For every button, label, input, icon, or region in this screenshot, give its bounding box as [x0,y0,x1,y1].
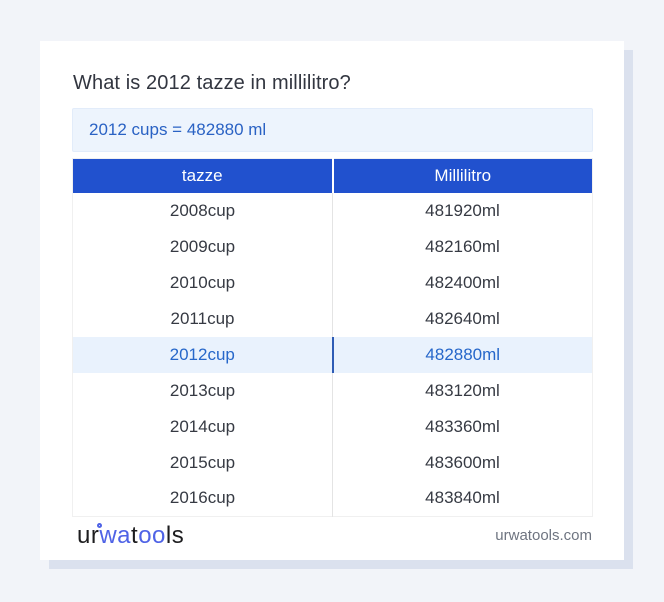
cups-cell: 2012cup [72,336,334,373]
ml-cell: 482640ml [425,308,500,328]
cups-cell: 2015cup [72,444,333,481]
ml-cell: 483600ml [425,452,500,472]
logo-text-wa: wa [99,521,132,549]
cups-cell: 2014cup [72,408,333,445]
conversion-answer-text: 2012 cups = 482880 ml [89,120,267,139]
cups-cell: 2008cup [72,192,333,229]
cups-cell: 2011cup [72,300,333,337]
logo-text-ur: ur [77,521,100,549]
table-row: 2010cup 482400ml [72,264,593,301]
logo-text-oo: oo [138,521,166,549]
ml-cell: 482880ml [332,336,593,373]
conversion-table: tazze Millilitro 2008cup 481920ml 2009cup 4… [72,158,593,517]
table-row: 2016cup 483840ml [72,480,593,517]
cups-cell: 2016cup [72,480,333,517]
cups-cell: 2010cup [72,264,333,301]
column-header-tazze: tazze [72,158,333,193]
ml-cell: 482160ml [425,236,500,256]
table-row: 2015cup 483600ml [72,444,593,481]
conversion-table-head: tazze Millilitro [72,158,593,193]
site-url-text: urwatools.com [495,527,592,544]
table-row: 2008cup 481920ml [72,192,593,229]
logo-text-t: t [131,521,139,549]
cups-cell: 2013cup [72,372,333,409]
table-row: 2009cup 482160ml [72,228,593,265]
ml-cell: 483120ml [425,380,500,400]
table-row: 2014cup 483360ml [72,408,593,445]
card-footer: urwatools urwatools.com [72,517,593,554]
table-header-row: tazze Millilitro [72,158,593,193]
urwatools-logo[interactable]: urwatools [77,521,185,549]
converter-card: What is 2012 tazze in millilitro? 2012 c… [40,41,624,560]
logo-ring-icon [97,522,103,528]
page-title: What is 2012 tazze in millilitro? [73,72,351,94]
table-row: 2012cup 482880ml [72,336,593,373]
ml-cell: 482400ml [425,272,500,292]
column-header-millilitro: Millilitro [331,158,593,193]
ml-cell: 483840ml [425,488,500,508]
cups-cell: 2009cup [72,228,333,265]
ml-cell: 483360ml [425,416,500,436]
conversion-table-body: 2008cup 481920ml 2009cup 482160ml 2010cup 482… [72,192,593,517]
table-row: 2011cup 482640ml [72,300,593,337]
logo-text-ls: ls [165,521,185,549]
table-row: 2013cup 483120ml [72,372,593,409]
ml-cell: 481920ml [425,200,500,220]
conversion-answer-box: 2012 cups = 482880 ml [72,108,593,152]
